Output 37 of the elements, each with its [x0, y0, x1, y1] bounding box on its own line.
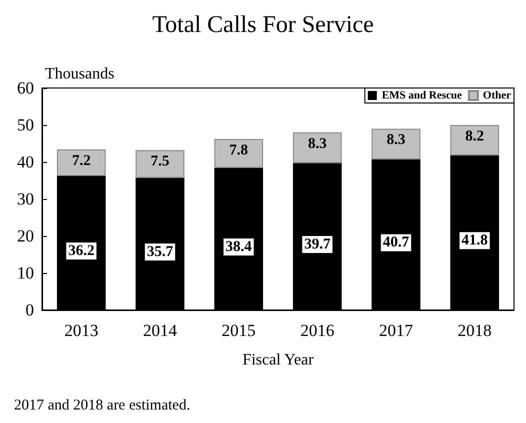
y-tick-label: 10	[17, 264, 34, 282]
text: 2017 and 2018 are estimated.	[14, 398, 190, 414]
y-tick-label: 20	[17, 226, 34, 246]
data-label: 8.2	[465, 128, 484, 144]
x-tick-label: 2017	[379, 321, 414, 340]
y-axis-title: Thousands	[45, 66, 114, 82]
data-label: 7.5	[150, 154, 170, 170]
legend-label: Other	[482, 90, 512, 102]
data-label: 40.7	[382, 234, 410, 251]
bar	[136, 150, 184, 178]
y-tick-label: 0	[26, 300, 34, 320]
data-label: 8.3	[386, 132, 406, 148]
bar	[292, 132, 342, 164]
x-tick-label: 2015	[222, 321, 256, 340]
bar	[214, 139, 264, 168]
data-label: 8.3	[308, 136, 327, 152]
x-tick-label: 2013	[64, 321, 98, 340]
chart-title: Total Calls For Service	[152, 12, 374, 38]
x-tick-label: 2018	[458, 321, 492, 340]
y-tick-label: 30	[17, 190, 34, 208]
y-tick-label: 40	[17, 152, 34, 172]
bar	[450, 125, 500, 156]
x-axis-title: Fiscal Year	[242, 352, 314, 368]
legend-label: EMS and Rescue	[382, 90, 462, 102]
bar	[56, 149, 106, 176]
data-label: 7.8	[229, 142, 248, 159]
data-label: 35.7	[146, 244, 174, 260]
data-label: 36.2	[68, 243, 94, 260]
bar	[372, 128, 420, 160]
y-tick-label: 60	[17, 78, 34, 98]
y-tick-label: 50	[17, 116, 34, 134]
x-tick-label: 2014	[143, 321, 178, 340]
x-tick-label: 2016	[300, 321, 334, 340]
data-label: 41.8	[462, 232, 488, 249]
data-label: 39.7	[304, 236, 331, 253]
data-label: 38.4	[226, 238, 252, 255]
data-label: 7.2	[72, 152, 91, 169]
